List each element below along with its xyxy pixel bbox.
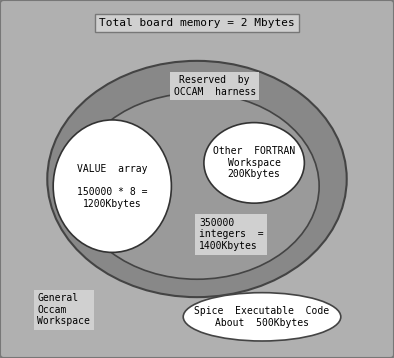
Text: VALUE  array

150000 * 8 =
1200Kbytes: VALUE array 150000 * 8 = 1200Kbytes [77, 164, 147, 209]
Text: 350000
integers  =
1400Kbytes: 350000 integers = 1400Kbytes [199, 218, 264, 251]
Ellipse shape [47, 61, 347, 297]
Text: Reserved  by
OCCAM  harness: Reserved by OCCAM harness [174, 75, 256, 97]
Ellipse shape [53, 120, 171, 252]
Text: Total board memory = 2 Mbytes: Total board memory = 2 Mbytes [99, 18, 295, 28]
Ellipse shape [183, 293, 341, 341]
Ellipse shape [75, 93, 319, 279]
Text: Other  FORTRAN
Workspace
200Kbytes: Other FORTRAN Workspace 200Kbytes [213, 146, 295, 179]
Text: General
Occam
Workspace: General Occam Workspace [37, 293, 90, 326]
Text: Spice  Executable  Code
About  500Kbytes: Spice Executable Code About 500Kbytes [195, 306, 329, 328]
Ellipse shape [204, 122, 304, 203]
